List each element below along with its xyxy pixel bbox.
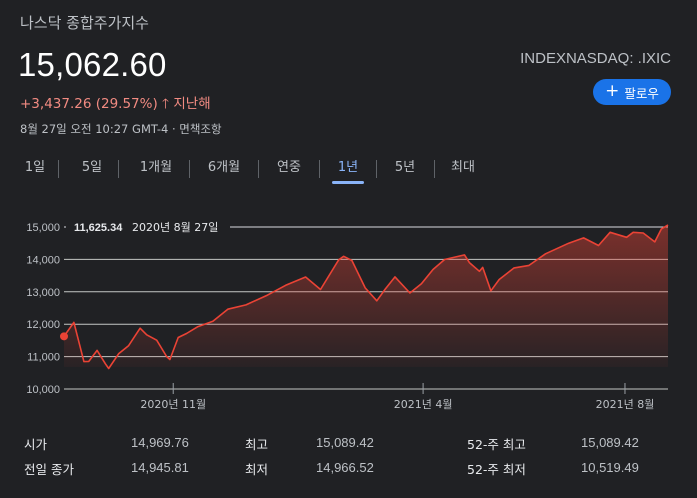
x-tick-label: 2020년 11월 <box>140 398 206 411</box>
follow-label: 팔로우 <box>624 85 659 101</box>
tab-1m[interactable]: 1개월 <box>139 160 173 175</box>
follow-button[interactable]: + 팔로우 <box>593 79 671 105</box>
tab-divider <box>58 160 59 178</box>
range-tabs: 1일 5일 1개월 6개월 연중 1년 5년 최대 <box>0 152 697 186</box>
timestamp-disclaimer: 8월 27일 오전 10:27 GMT-4 · 면책조항 <box>20 122 222 136</box>
stat-label-high: 최고 <box>245 437 269 452</box>
x-tick-label: 2021년 4월 <box>394 398 453 411</box>
change-period: 지난해 <box>173 96 211 112</box>
stat-label-low: 최저 <box>245 462 269 477</box>
tab-max[interactable]: 최대 <box>451 160 475 175</box>
tab-divider <box>319 160 320 178</box>
tab-divider <box>118 160 119 178</box>
tab-1y[interactable]: 1년 <box>332 152 364 186</box>
stat-value-52w-low: 10,519.49 <box>581 460 639 475</box>
x-tick-label: 2021년 8월 <box>596 398 655 411</box>
stat-label-prev-close: 전일 종가 <box>24 462 74 477</box>
stat-label-open: 시가 <box>24 437 48 452</box>
plus-icon: + <box>605 80 620 101</box>
stat-value-high: 15,089.42 <box>316 435 374 450</box>
tab-divider <box>258 160 259 178</box>
start-point-marker <box>60 332 68 341</box>
stat-value-open: 14,969.76 <box>131 435 189 450</box>
tooltip-value: 11,625.34 <box>74 222 123 234</box>
tab-divider <box>434 160 435 178</box>
stat-value-52w-high: 15,089.42 <box>581 435 639 450</box>
tab-1d[interactable]: 1일 <box>24 160 46 175</box>
price-area <box>64 225 668 369</box>
tab-6m[interactable]: 6개월 <box>207 160 241 175</box>
y-tick-label: 13,000 <box>26 287 60 299</box>
x-axis: 2020년 11월 2021년 4월 2021년 8월 <box>140 383 654 411</box>
price-line <box>63 224 669 370</box>
y-tick-label: 11,000 <box>27 352 60 364</box>
tab-ytd[interactable]: 연중 <box>277 160 301 175</box>
tab-5y[interactable]: 5년 <box>394 160 416 175</box>
tab-divider <box>376 160 377 178</box>
arrow-up-icon: 🡑 <box>162 96 170 112</box>
tooltip-background <box>66 217 230 237</box>
tooltip-date: 2020년 8월 27일 <box>132 220 218 234</box>
stat-label-52w-low: 52-주 최저 <box>467 462 526 477</box>
current-price: 15,062.60 <box>18 46 167 83</box>
page-title: 나스닥 종합주가지수 <box>20 14 149 32</box>
y-tick-label: 10,000 <box>26 384 60 396</box>
y-tick-label: 15,000 <box>26 222 60 234</box>
y-tick-label: 14,000 <box>26 254 60 266</box>
price-chart[interactable]: 15,000 14,000 13,000 12,000 11,000 10,000 202… <box>0 205 697 415</box>
tab-divider <box>189 160 190 178</box>
start-tooltip: 11,625.34 2020년 8월 27일 <box>66 217 230 237</box>
tab-5d[interactable]: 5일 <box>81 160 103 175</box>
y-axis: 15,000 14,000 13,000 12,000 11,000 10,000 <box>26 222 60 396</box>
price-change: +3,437.26 (29.57%) 🡑 지난해 <box>20 92 211 117</box>
stat-label-52w-high: 52-주 최고 <box>467 437 526 452</box>
stat-value-low: 14,966.52 <box>316 460 374 475</box>
stat-value-prev-close: 14,945.81 <box>131 460 189 475</box>
change-value: +3,437.26 (29.57%) <box>20 96 158 112</box>
y-tick-label: 12,000 <box>26 319 60 331</box>
ticker-symbol: INDEXNASDAQ: .IXIC <box>520 50 671 67</box>
